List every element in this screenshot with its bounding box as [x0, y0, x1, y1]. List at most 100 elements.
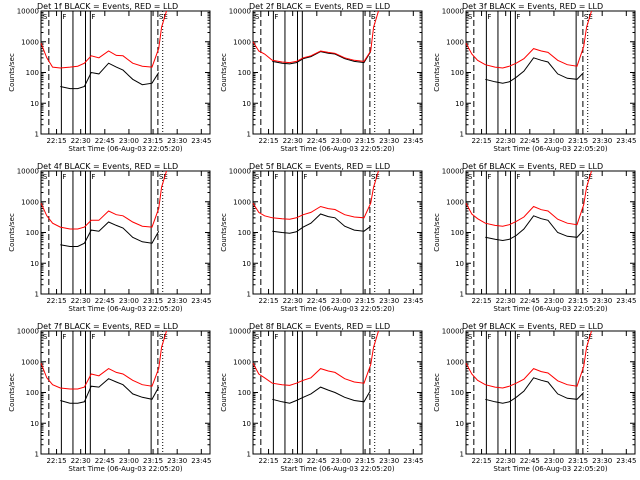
y-tick-label: 1	[247, 451, 251, 459]
y-tick-label: 10	[455, 100, 464, 108]
y-tick-label: 1000	[233, 198, 251, 206]
lld-series-line	[252, 10, 379, 64]
x-tick-label: 23:15	[355, 137, 375, 145]
plot-frame	[465, 330, 636, 455]
x-tick-label: 23:45	[191, 457, 211, 465]
flag-label: S	[43, 13, 48, 21]
x-tick-label: 23:00	[119, 457, 139, 465]
flag-label: F	[91, 13, 95, 21]
x-tick-label: 23:00	[119, 297, 139, 305]
x-tick-label: 23:45	[403, 457, 423, 465]
plot-frame	[252, 330, 423, 455]
y-axis-label: Counts/sec	[8, 373, 16, 412]
y-tick-label: 10000	[442, 168, 464, 176]
flag-label: F	[516, 333, 520, 341]
x-tick-label: 23:45	[616, 457, 636, 465]
flag-label: F	[516, 173, 520, 181]
panel-title: Det 4f BLACK = Events, RED = LLD	[37, 162, 178, 171]
x-tick-label: 22:30	[283, 457, 303, 465]
x-tick-label: 22:15	[471, 137, 491, 145]
panel-title: Det 6f BLACK = Events, RED = LLD	[462, 162, 603, 171]
events-series-line	[485, 57, 585, 84]
x-tick-label: 22:30	[283, 137, 303, 145]
y-tick-label: 10000	[229, 8, 251, 16]
x-tick-label: 22:15	[258, 137, 278, 145]
y-tick-label: 100	[451, 229, 464, 237]
flag-label: S	[468, 173, 473, 181]
y-axis-label: Counts/sec	[433, 53, 441, 92]
x-tick-label: 23:15	[143, 297, 163, 305]
y-tick-label: 10	[242, 420, 251, 428]
x-tick-label: 22:45	[95, 297, 115, 305]
y-tick-label: 100	[26, 389, 39, 397]
x-axis-label: Start Time (06-Aug-03 22:05:20)	[68, 465, 182, 473]
x-tick-label: 23:00	[331, 137, 351, 145]
x-tick-label: 23:30	[592, 457, 612, 465]
y-axis-label: Counts/sec	[433, 373, 441, 412]
x-axis-label: Start Time (06-Aug-03 22:05:20)	[68, 145, 182, 153]
flag-label: F	[487, 173, 491, 181]
x-tick-label: 22:15	[46, 457, 66, 465]
panel-det-7: Det 7f BLACK = Events, RED = LLD 1 10 100 10…	[8, 322, 211, 473]
x-tick-label: 22:45	[520, 137, 540, 145]
flag-label: SE	[584, 13, 593, 21]
panel-title: Det 5f BLACK = Events, RED = LLD	[249, 162, 390, 171]
x-tick-label: 23:00	[544, 457, 564, 465]
flag-label: F	[274, 173, 278, 181]
x-tick-label: 23:15	[143, 137, 163, 145]
flag-label: SE	[371, 173, 380, 181]
events-series-line	[60, 62, 160, 90]
panel-title: Det 8f BLACK = Events, RED = LLD	[249, 322, 390, 331]
y-axis-label: Counts/sec	[433, 213, 441, 252]
flag-label: F	[62, 13, 66, 21]
x-tick-label: 23:30	[167, 137, 187, 145]
panel-det-3: Det 3f BLACK = Events, RED = LLD 1 10 100 10…	[433, 2, 636, 153]
plot-frame	[252, 10, 423, 135]
events-series-line	[272, 51, 372, 65]
flag-label: F	[62, 333, 66, 341]
lld-series-line	[40, 10, 167, 69]
panel-det-2: Det 2f BLACK = Events, RED = LLD 1 10 100 10…	[220, 2, 423, 153]
y-tick-label: 10	[30, 420, 39, 428]
x-tick-label: 23:00	[544, 297, 564, 305]
y-axis-label: Counts/sec	[220, 373, 228, 412]
y-axis-label: Counts/sec	[220, 53, 228, 92]
flag-label: F	[516, 13, 520, 21]
y-tick-label: 1	[35, 451, 39, 459]
x-tick-label: 23:45	[191, 297, 211, 305]
y-tick-label: 10000	[442, 328, 464, 336]
y-tick-label: 1	[460, 291, 464, 299]
x-tick-label: 22:15	[471, 457, 491, 465]
flag-label: F	[91, 173, 95, 181]
y-tick-label: 100	[451, 389, 464, 397]
x-tick-label: 22:45	[307, 137, 327, 145]
x-tick-label: 22:30	[496, 457, 516, 465]
y-tick-label: 1	[35, 291, 39, 299]
x-tick-label: 22:15	[471, 297, 491, 305]
x-tick-label: 22:45	[307, 297, 327, 305]
x-tick-label: 22:15	[258, 457, 278, 465]
flag-label: S	[255, 333, 260, 341]
flag-label: F	[62, 173, 66, 181]
events-series-line	[485, 377, 585, 404]
flag-label: E	[371, 13, 375, 21]
x-tick-label: 23:30	[379, 137, 399, 145]
plot-frame	[465, 170, 636, 295]
y-tick-label: 10000	[17, 328, 39, 336]
panel-title: Det 2f BLACK = Events, RED = LLD	[249, 2, 390, 11]
x-tick-label: 23:30	[592, 297, 612, 305]
flag-label: F	[274, 13, 278, 21]
x-tick-label: 23:45	[616, 137, 636, 145]
flag-label: SE	[584, 333, 593, 341]
flag-label: E	[371, 333, 375, 341]
y-tick-label: 10000	[229, 168, 251, 176]
flag-label: F	[303, 173, 307, 181]
panel-det-8: Det 8f BLACK = Events, RED = LLD 1 10 100 10…	[220, 322, 423, 473]
y-tick-label: 1	[460, 451, 464, 459]
x-tick-label: 22:30	[71, 457, 91, 465]
y-tick-label: 10	[30, 100, 39, 108]
y-tick-label: 1000	[446, 198, 464, 206]
events-series-line	[272, 213, 371, 234]
plot-frame	[465, 10, 636, 135]
y-tick-label: 10	[242, 260, 251, 268]
